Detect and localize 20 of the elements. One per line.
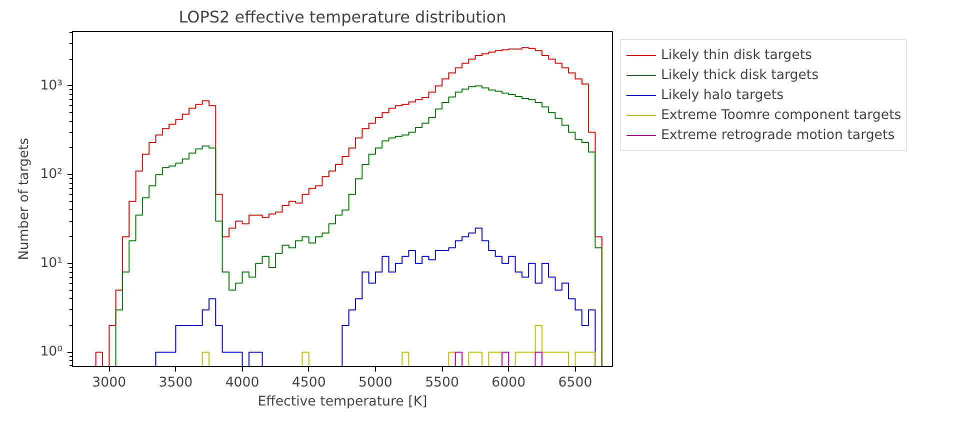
legend-label: Likely halo targets [661,88,784,102]
legend-label: Likely thin disk targets [661,48,812,62]
x-axis-title: Effective temperature [K] [258,394,428,410]
y-tick-label: 10² [40,167,63,182]
x-tick-label: 6500 [558,376,592,390]
x-tick-label: 4500 [292,376,326,390]
y-axis-title: Number of targets [17,138,32,260]
legend-label: Extreme Toomre component targets [661,108,902,122]
x-tick-label: 3500 [158,376,193,390]
x-tick-label: 5500 [425,376,460,390]
x-tick-label: 4000 [225,376,260,390]
x-tick-label: 5000 [358,376,392,390]
chart-title: LOPS2 effective temperature distribution [178,8,506,26]
legend-label: Extreme retrograde motion targets [661,128,895,142]
y-tick-label: 10⁰ [40,344,63,360]
y-tick-label: 10¹ [40,256,63,271]
legend-label: Likely thick disk targets [661,68,819,82]
x-tick-label: 3000 [92,376,126,390]
y-tick-label: 10³ [40,78,63,94]
x-tick-label: 6000 [492,376,526,390]
